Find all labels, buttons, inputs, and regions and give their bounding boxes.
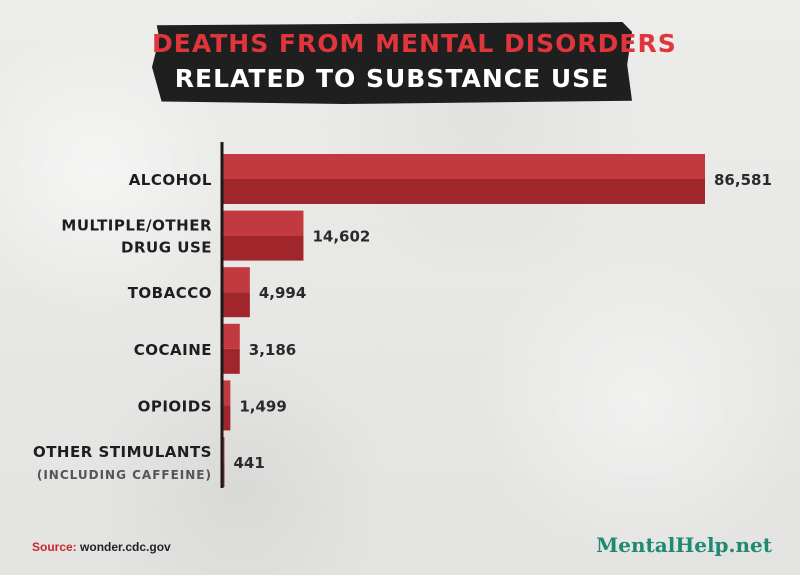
value-label-5: 441 (233, 454, 264, 472)
title-banner (152, 22, 632, 104)
bar-top-half (222, 380, 231, 406)
bar-0 (222, 154, 705, 204)
category-label-3-0: COCAINE (134, 341, 212, 359)
bar-bottom-half (222, 292, 250, 318)
bar-bottom-half (222, 179, 705, 204)
bar-top-half (222, 267, 250, 293)
source-label: Source: (32, 540, 77, 554)
value-label-4: 1,499 (239, 397, 286, 415)
bar-1 (222, 210, 304, 261)
category-label-2-0: TOBACCO (128, 284, 212, 302)
category-label-1-0: MULTIPLE/OTHER (61, 217, 212, 235)
bar-top-half (222, 210, 304, 236)
bar-bottom-half (222, 405, 231, 431)
source-note: Source: wonder.cdc.gov (32, 540, 171, 554)
brand-logo: MentalHelp.net (596, 533, 772, 557)
category-label-4-0: OPIOIDS (138, 397, 212, 415)
bar-bottom-half (222, 235, 304, 261)
category-label-1-1: DRUG USE (121, 239, 212, 257)
category-label-5-0: OTHER STIMULANTS (33, 443, 212, 461)
value-label-2: 4,994 (259, 284, 306, 302)
bar-4 (222, 380, 231, 431)
value-label-3: 3,186 (249, 341, 296, 359)
title-line-2: RELATED TO SUBSTANCE USE (174, 64, 610, 93)
bar-2 (222, 267, 250, 318)
bar-top-half (222, 154, 705, 179)
category-label-0-0: ALCOHOL (129, 171, 212, 189)
value-label-1: 14,602 (312, 228, 370, 246)
bar-3 (222, 323, 240, 374)
bar-bottom-half (222, 348, 240, 374)
value-label-0: 86,581 (714, 171, 772, 189)
title-line-1: DEATHS FROM MENTAL DISORDERS (152, 29, 677, 58)
category-label-5-1: (INCLUDING CAFFEINE) (37, 468, 212, 482)
bar-top-half (222, 323, 240, 349)
source-value: wonder.cdc.gov (80, 540, 171, 554)
